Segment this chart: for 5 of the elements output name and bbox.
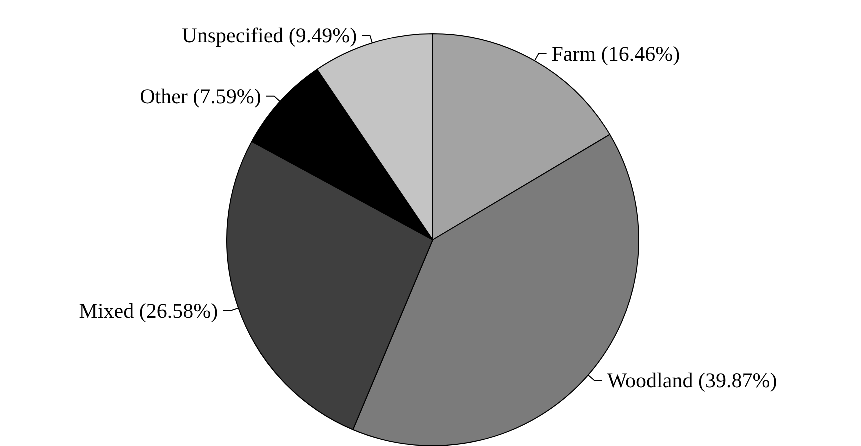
slice-label: Woodland (39.87%) [607,368,778,392]
slice-label: Farm (16.46%) [552,42,680,66]
slice-label: Unspecified (9.49%) [182,23,358,48]
slice-label: Mixed (26.58%) [79,298,218,323]
slice-label: Other (7.59%) [140,84,262,108]
